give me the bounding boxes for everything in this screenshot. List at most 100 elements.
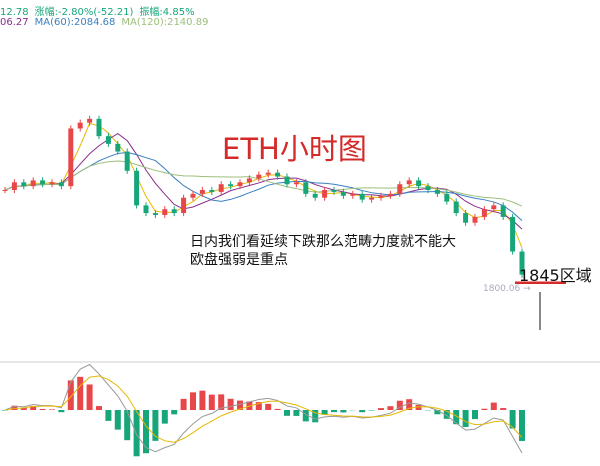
candle-body [284,176,290,185]
candle-body [265,172,271,175]
macd-bar [443,410,450,419]
macd-bar [114,410,121,430]
candle-body [387,193,393,196]
candle-body [406,180,412,185]
macd-bar [462,410,469,427]
candle-body [30,180,36,187]
macd-bar [30,405,37,410]
macd-bar [387,406,394,410]
candle-body [369,197,375,200]
candle-body [519,251,525,275]
macd-bar [133,410,140,457]
chart-title: ETH小时图 [222,132,367,166]
candle-body [434,190,440,194]
candle-body [397,184,403,194]
macd-bar [472,410,478,420]
candle-body [190,193,196,198]
candle-body [444,193,450,202]
candle-body [171,209,177,214]
candle-body [322,190,328,198]
macd-bar [11,405,18,410]
macd-bar [293,410,300,416]
candle-body [11,182,17,190]
note-line-1: 日内我们看延续下跌那么范畴力度就不能大 [190,234,456,250]
macd-bar [77,376,84,410]
note-line-2: 欧盘强弱是重点 [190,252,288,268]
candle-body [77,122,83,129]
candle-body [416,180,422,187]
macd-bar [302,410,309,422]
candle-body [350,193,356,196]
candle-body [115,143,121,152]
macd-bar [331,410,337,413]
macd-bar [359,410,366,413]
candle-body [228,184,234,187]
macd-bar [199,390,206,410]
ma-line-3 [4,122,523,248]
ma-partial-value: 06.27 [0,17,29,28]
candle-body [124,151,130,171]
macd-bar [378,408,384,410]
candle-body [378,195,384,198]
header-line-2: 06.27 MA(60):2084.68 MA(120):2140.89 [0,17,214,28]
candle-body [68,128,74,187]
ma120-value: MA(120):2140.89 [121,17,209,28]
macd-bar [124,410,131,441]
candle-body [256,174,262,179]
macd-bar [208,394,215,410]
candle-body [481,209,487,217]
macd-dea-line [4,375,523,443]
candle-body [105,136,111,144]
macd-bar [86,384,93,410]
macd-bar [171,410,178,415]
candle-body [218,184,224,192]
macd-bar [255,402,262,410]
macd-bar [274,408,281,410]
macd-bar [96,406,102,410]
macd-bar [49,409,55,410]
candle-body [143,205,149,214]
candle-body [472,216,478,223]
macd-bar [519,410,525,441]
change-value: 涨幅:-2.80%(-52.21) [34,7,134,18]
candle-body [340,191,346,196]
macd-dif-line [4,363,523,454]
candle-body [87,118,93,123]
candle-body [312,193,318,198]
macd-bar [406,399,413,410]
candle-body [463,213,469,223]
candle-body [453,201,459,214]
macd-bar [434,410,441,415]
candle-body [331,190,337,192]
ma60-value: MA(60):2084.68 [34,17,116,28]
candle-body [134,170,140,206]
macd-bar [218,394,225,410]
candle-body [162,209,168,215]
candle-body [425,186,431,190]
macd-bar [105,410,112,421]
candle-body [510,216,516,252]
macd-bar [340,410,347,413]
macd-bar [237,400,243,410]
candle-body [199,190,205,194]
macd-bar [143,410,149,454]
macd-bar [39,408,46,410]
candle-body [237,182,243,187]
candle-body [40,180,46,185]
candle-body [2,190,8,191]
candle-body [49,182,55,185]
candle-body [500,205,506,217]
candle-body [275,172,281,177]
macd-bar [396,400,403,410]
macd-bar [227,398,234,410]
candle-body [58,182,64,187]
low-price-marker: 1800.06 → [483,284,531,294]
macd-bar [152,410,159,441]
macd-bar [20,407,27,410]
macd-bar [58,410,65,413]
candle-body [293,182,299,185]
amplitude-value: 振幅:4.85% [139,7,195,18]
candle-body [96,118,102,137]
macd-bar [67,380,74,410]
